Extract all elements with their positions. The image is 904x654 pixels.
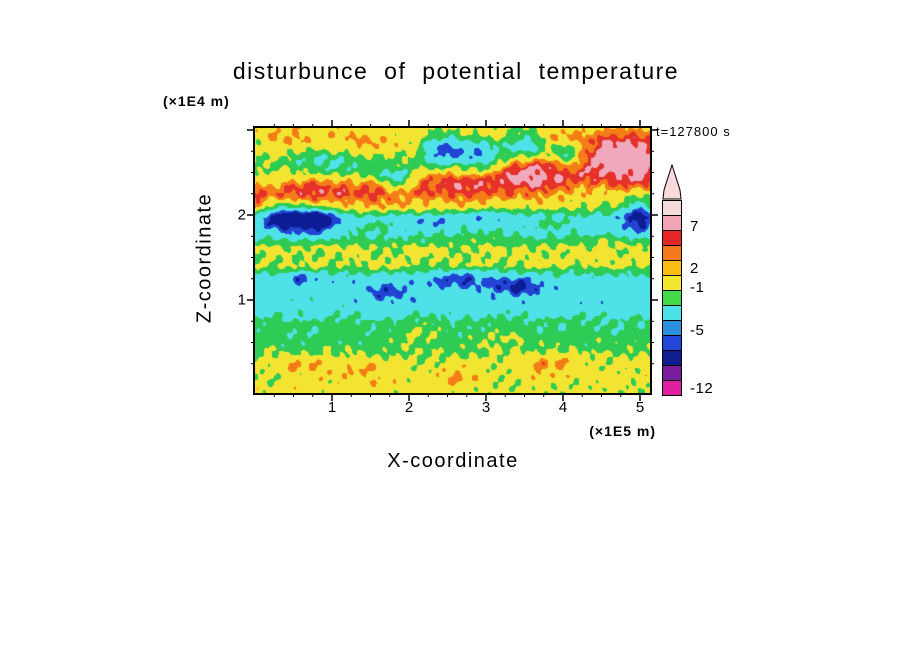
x-tick-label: 5 (635, 399, 645, 416)
colorbar-tick-label: -5 (690, 322, 705, 340)
y-tick-label: 1 (237, 291, 246, 309)
colorbar-segment (662, 335, 682, 351)
colorbar-segment (662, 290, 682, 306)
x-tick-label: 4 (558, 399, 568, 416)
x-tick-label: 1 (327, 399, 337, 416)
colorbar-segment (662, 230, 682, 246)
x-axis-label: X-coordinate (387, 450, 519, 472)
x-tick-label: 3 (481, 399, 491, 416)
colorbar (662, 200, 682, 396)
colorbar-arrow-icon (662, 164, 682, 200)
y-tick-label: 2 (237, 206, 246, 224)
colorbar-segment (662, 260, 682, 276)
colorbar-segment (662, 305, 682, 321)
colorbar-tick-label: 7 (690, 218, 699, 236)
colorbar-tick-label: 2 (690, 259, 699, 277)
colorbar-segment (662, 380, 682, 396)
y-axis-unit: (×1E4 m) (163, 93, 230, 109)
colorbar-tick-label: -12 (690, 380, 714, 398)
colorbar-segment (662, 200, 682, 216)
time-annotation: t=127800 s (656, 124, 731, 139)
x-tick-label: 2 (404, 399, 414, 416)
colorbar-segment (662, 320, 682, 336)
colorbar-segment (662, 245, 682, 261)
x-axis-unit: (×1E5 m) (589, 423, 656, 439)
colorbar-segment (662, 215, 682, 231)
y-axis-label: Z-coordinate (193, 192, 216, 324)
colorbar-segment (662, 275, 682, 291)
contour-field (253, 126, 652, 395)
colorbar-segment (662, 365, 682, 381)
colorbar-segment (662, 350, 682, 366)
figure-title: disturbunce of potential temperature (232, 58, 680, 84)
colorbar-tick-label: -1 (690, 279, 705, 297)
